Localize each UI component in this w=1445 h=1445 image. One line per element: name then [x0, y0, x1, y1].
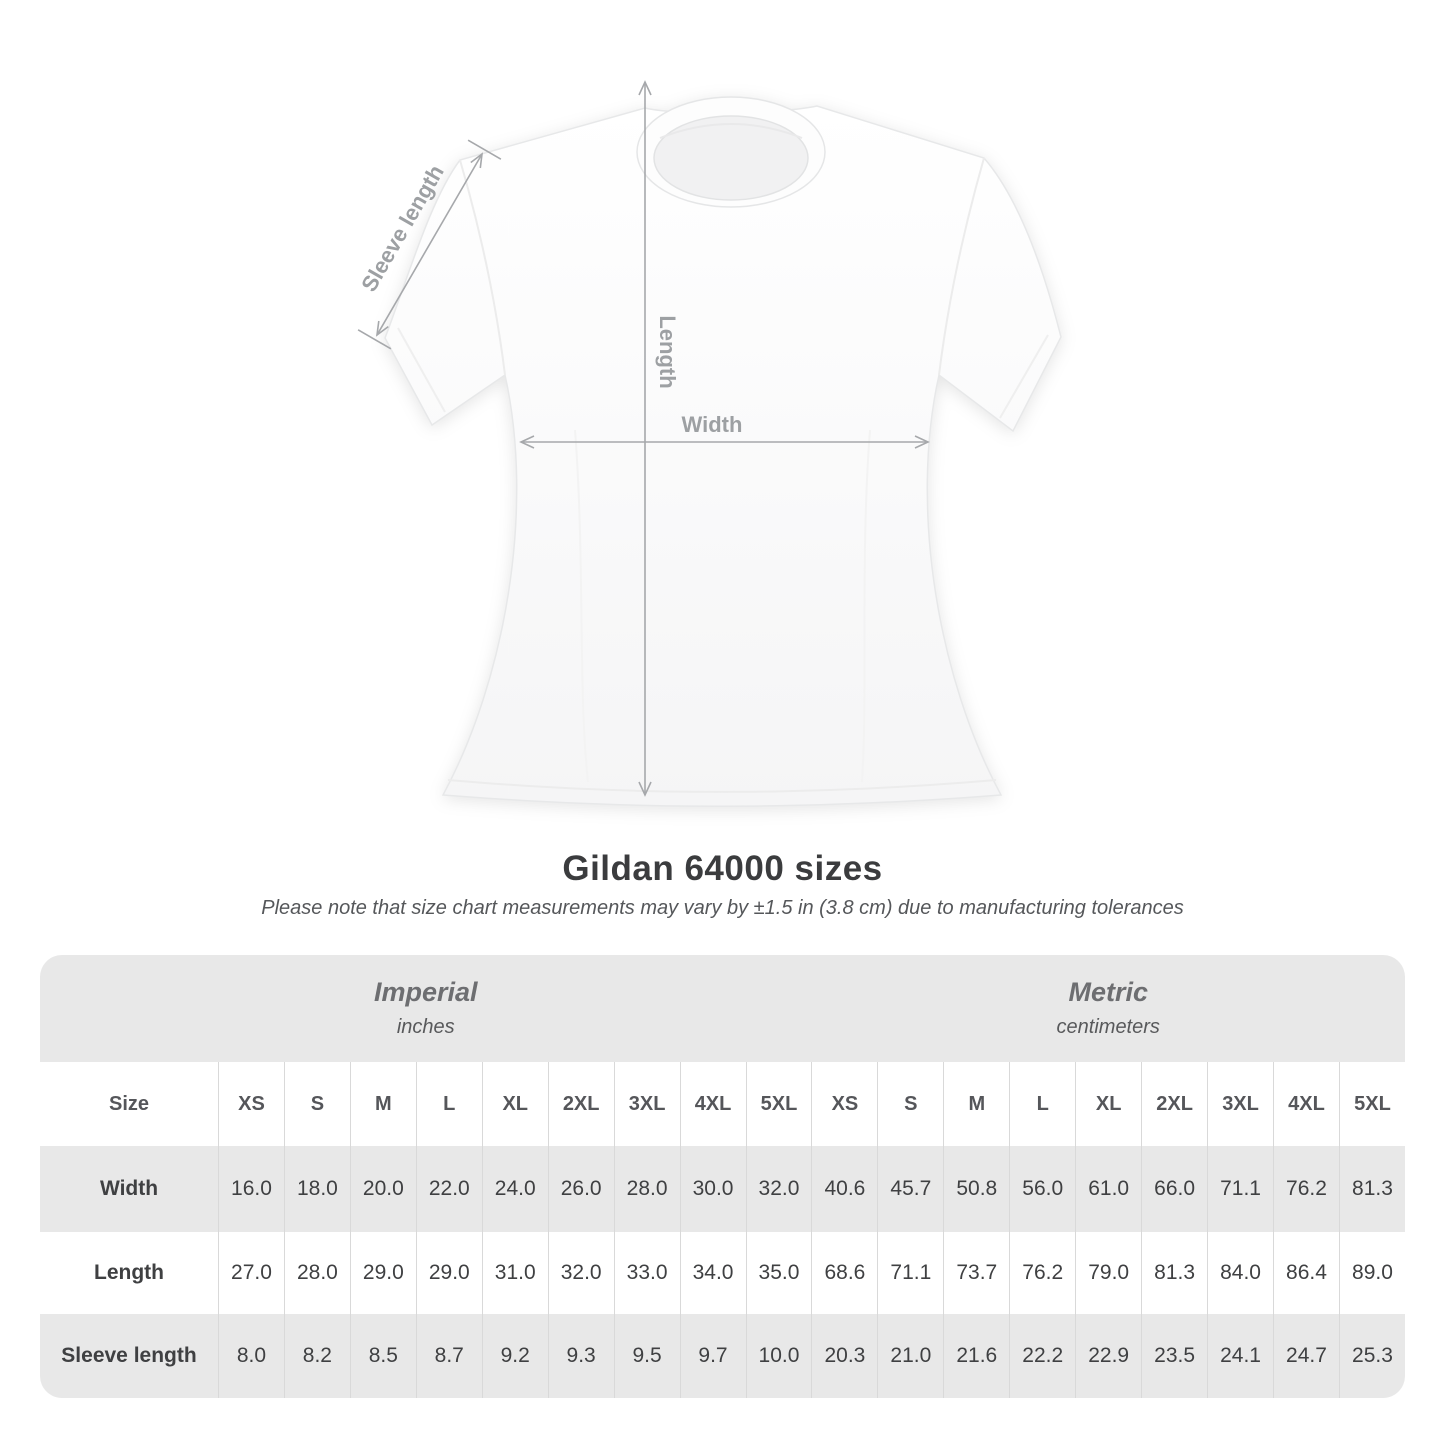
value-cell: 25.3 — [1338, 1314, 1405, 1398]
value-cell: 61.0 — [1075, 1146, 1142, 1232]
value-cell: 8.5 — [349, 1314, 416, 1398]
value-cell: 76.2 — [1009, 1232, 1076, 1314]
value-cell: 81.3 — [1141, 1232, 1208, 1314]
size-col-header: 5XL — [1338, 1062, 1405, 1146]
value-cell: 9.5 — [613, 1314, 680, 1398]
value-cell: 71.1 — [1207, 1146, 1273, 1232]
value-cell: 76.2 — [1273, 1146, 1339, 1232]
value-cell: 73.7 — [943, 1232, 1010, 1314]
size-col-header: XS — [218, 1062, 284, 1146]
size-col-header: XL — [1075, 1062, 1142, 1146]
value-cell: 26.0 — [547, 1146, 614, 1232]
value-cell: 68.6 — [811, 1232, 878, 1314]
size-col-header: M — [943, 1062, 1010, 1146]
size-col-header: 5XL — [745, 1062, 812, 1146]
size-row-header: Size — [40, 1062, 218, 1146]
value-cell: 35.0 — [745, 1232, 812, 1314]
value-cell: 56.0 — [1009, 1146, 1076, 1232]
value-cell: 45.7 — [877, 1146, 944, 1232]
value-cell: 9.7 — [679, 1314, 746, 1398]
value-cell: 33.0 — [613, 1232, 680, 1314]
value-cell: 32.0 — [547, 1232, 614, 1314]
value-cell: 16.0 — [218, 1146, 284, 1232]
value-cell: 66.0 — [1141, 1146, 1208, 1232]
size-table-grid: Imperial inches Metric centimeters Size … — [40, 955, 1405, 1398]
size-table: Imperial inches Metric centimeters Size … — [40, 955, 1405, 1398]
value-cell: 10.0 — [745, 1314, 812, 1398]
value-cell: 8.7 — [415, 1314, 482, 1398]
value-cell: 8.0 — [218, 1314, 284, 1398]
value-cell: 24.0 — [481, 1146, 548, 1232]
group-unit: inches — [396, 1015, 455, 1038]
value-cell: 34.0 — [679, 1232, 746, 1314]
size-col-header: S — [877, 1062, 944, 1146]
group-label: Imperial — [373, 977, 478, 1008]
tshirt-graphic — [384, 96, 1062, 807]
value-cell: 86.4 — [1273, 1232, 1339, 1314]
value-cell: 84.0 — [1207, 1232, 1273, 1314]
row-header-sleeve-length: Sleeve length — [40, 1314, 218, 1398]
value-cell: 29.0 — [349, 1232, 416, 1314]
size-col-header: XL — [481, 1062, 548, 1146]
value-cell: 40.6 — [811, 1146, 878, 1232]
row-header-length: Length — [40, 1232, 218, 1314]
value-cell: 20.3 — [811, 1314, 878, 1398]
value-cell: 9.2 — [481, 1314, 548, 1398]
size-col-header: L — [415, 1062, 482, 1146]
size-col-header: 4XL — [679, 1062, 746, 1146]
value-cell: 79.0 — [1075, 1232, 1142, 1314]
value-cell: 30.0 — [679, 1146, 746, 1232]
tshirt-image — [384, 96, 1062, 807]
value-cell: 89.0 — [1338, 1232, 1405, 1314]
value-cell: 21.6 — [943, 1314, 1010, 1398]
size-col-header: XS — [811, 1062, 878, 1146]
value-cell: 18.0 — [283, 1146, 350, 1232]
value-cell: 81.3 — [1338, 1146, 1405, 1232]
value-cell: 23.5 — [1141, 1314, 1208, 1398]
size-col-header: L — [1009, 1062, 1076, 1146]
value-cell: 28.0 — [613, 1146, 680, 1232]
size-col-header: S — [283, 1062, 350, 1146]
group-label: Metric — [1068, 977, 1148, 1008]
page-title: Gildan 64000 sizes — [562, 849, 883, 888]
value-cell: 31.0 — [481, 1232, 548, 1314]
value-cell: 22.9 — [1075, 1314, 1142, 1398]
value-cell: 27.0 — [218, 1232, 284, 1314]
value-cell: 28.0 — [283, 1232, 350, 1314]
size-col-header: 2XL — [547, 1062, 614, 1146]
value-cell: 24.7 — [1273, 1314, 1339, 1398]
value-cell: 29.0 — [415, 1232, 482, 1314]
tshirt-body — [384, 105, 1062, 807]
value-cell: 8.2 — [283, 1314, 350, 1398]
size-col-header: 2XL — [1141, 1062, 1208, 1146]
size-col-header: 3XL — [1207, 1062, 1273, 1146]
value-cell: 22.0 — [415, 1146, 482, 1232]
value-cell: 21.0 — [877, 1314, 944, 1398]
size-col-header: 3XL — [613, 1062, 680, 1146]
size-col-header: M — [349, 1062, 416, 1146]
value-cell: 71.1 — [877, 1232, 944, 1314]
tolerance-note: Please note that size chart measurements… — [261, 897, 1184, 919]
group-header-imperial: Imperial inches — [40, 955, 812, 1062]
size-col-header: 4XL — [1273, 1062, 1339, 1146]
group-unit: centimeters — [1056, 1015, 1160, 1038]
value-cell: 50.8 — [943, 1146, 1010, 1232]
row-header-width: Width — [40, 1146, 218, 1232]
value-cell: 32.0 — [745, 1146, 812, 1232]
value-cell: 9.3 — [547, 1314, 614, 1398]
group-header-metric: Metric centimeters — [811, 955, 1405, 1062]
value-cell: 22.2 — [1009, 1314, 1076, 1398]
value-cell: 24.1 — [1207, 1314, 1273, 1398]
value-cell: 20.0 — [349, 1146, 416, 1232]
